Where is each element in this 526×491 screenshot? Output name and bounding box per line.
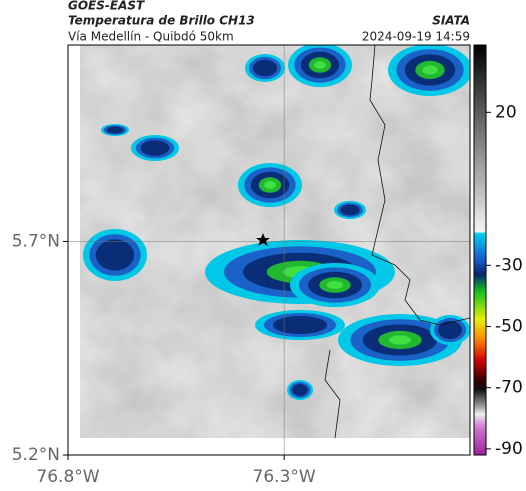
cloud (438, 321, 462, 339)
colorbar-label: 20 (495, 102, 517, 122)
map-frame (67, 44, 471, 456)
cloud (95, 239, 135, 271)
satellite: GOES-EAST (68, 0, 145, 13)
cloud (388, 335, 412, 345)
cloud (292, 384, 308, 396)
colorbar-label: -30 (495, 255, 523, 275)
cloud (314, 61, 326, 69)
imagery (80, 45, 470, 438)
cloud (422, 65, 438, 75)
cloud (264, 181, 276, 189)
cloud (106, 126, 124, 134)
location-star (256, 233, 270, 246)
cloud (326, 281, 344, 289)
lat-tick-label: 5.2°N (12, 445, 60, 465)
product: Temperatura de Brillo CH13 (68, 14, 255, 28)
lon-tick-label: 76.8°W (36, 467, 99, 487)
lon-tick-label: 76.3°W (253, 467, 316, 487)
datetime: 2024-09-19 14:59 (362, 30, 470, 44)
source: SIATA (432, 14, 470, 28)
cloud (253, 59, 277, 77)
colorbar (473, 44, 487, 456)
lat-tick-label: 5.7°N (12, 231, 60, 251)
cloud (140, 140, 170, 156)
colorbar-label: -70 (495, 378, 523, 398)
colorbar-label: -90 (495, 439, 523, 459)
route: Vía Medellín - Quibdó 50km (68, 30, 234, 44)
cloud (273, 316, 327, 334)
cloud (340, 204, 360, 216)
colorbar-label: -50 (495, 316, 523, 336)
